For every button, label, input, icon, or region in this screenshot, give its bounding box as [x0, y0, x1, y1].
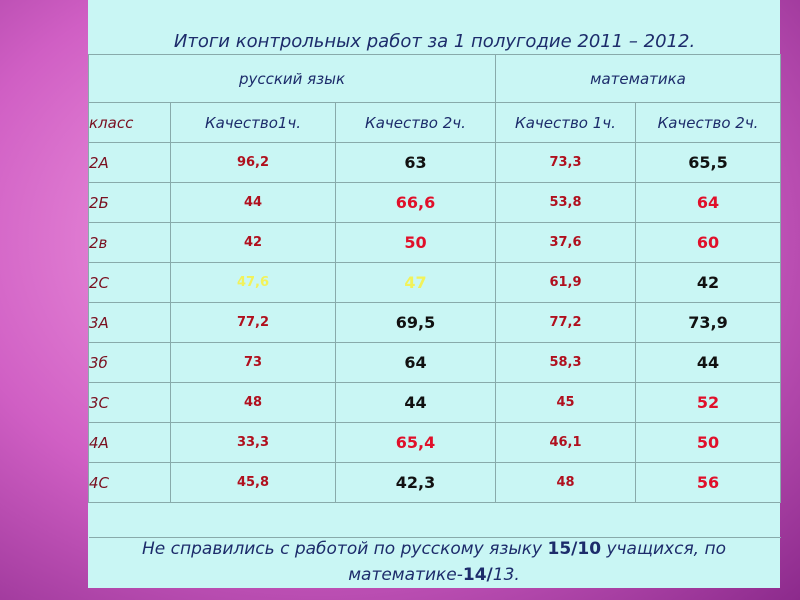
- table-row: 4А 33,3 65,4 46,1 50: [88, 422, 782, 463]
- value-cell: 53,8: [495, 182, 636, 223]
- value-cell: 48: [170, 382, 336, 423]
- column-header: Качество 1ч.: [495, 102, 636, 143]
- class-cell: 3А: [88, 302, 171, 343]
- value-cell: 37,6: [495, 222, 636, 263]
- footer-text: учащихся, по математике-: [348, 539, 726, 585]
- class-cell: 3б: [88, 342, 171, 383]
- value-cell: 46,1: [495, 422, 636, 463]
- table-row: 3б 73 64 58,3 44: [88, 342, 782, 383]
- footer-text: Не справились с работой по русскому язык…: [142, 539, 548, 559]
- value-cell: 73,9: [634, 302, 782, 343]
- class-cell: 3С: [88, 382, 171, 423]
- class-cell: 4А: [88, 422, 171, 463]
- value-cell: 42,3: [335, 462, 496, 503]
- value-cell: 61,9: [495, 262, 636, 303]
- table-panel: Итоги контрольных работ за 1 полугодие 2…: [88, 0, 782, 588]
- footer-number: 15/10: [547, 539, 602, 559]
- group-header: русский язык: [88, 54, 496, 103]
- value-cell: 77,2: [170, 302, 336, 343]
- table-row: 2А 96,2 63 73,3 65,5: [88, 142, 782, 183]
- table-row: 3А 77,2 69,5 77,2 73,9: [88, 302, 782, 343]
- group-header: математика: [494, 54, 782, 103]
- column-header: Качество1ч.: [170, 102, 336, 143]
- class-cell: 4С: [88, 462, 171, 503]
- value-cell: 42: [634, 262, 782, 303]
- value-cell: 47: [335, 262, 496, 303]
- column-header: Качество 2ч.: [335, 102, 496, 143]
- column-header: Качество 2ч.: [634, 102, 782, 143]
- results-table: Итоги контрольных работ за 1 полугодие 2…: [88, 0, 782, 538]
- value-cell: 66,6: [335, 182, 496, 223]
- table-row: 4С 45,8 42,3 48 56: [88, 462, 782, 503]
- value-cell: 44: [634, 342, 782, 383]
- value-cell: 63: [335, 142, 496, 183]
- value-cell: 73,3: [495, 142, 636, 183]
- footer-text: 13.: [492, 565, 520, 585]
- class-cell: 2С: [88, 262, 171, 303]
- value-cell: 77,2: [495, 302, 636, 343]
- value-cell: 48: [495, 462, 636, 503]
- empty-cell: [88, 502, 781, 538]
- value-cell: 65,5: [634, 142, 782, 183]
- value-cell: 50: [634, 422, 782, 463]
- value-cell: 64: [634, 182, 782, 223]
- footer-note: Не справились с работой по русскому язык…: [88, 536, 780, 588]
- table-row: 2в 42 50 37,6 60: [88, 222, 782, 263]
- value-cell: 60: [634, 222, 782, 263]
- value-cell: 50: [335, 222, 496, 263]
- value-cell: 73: [170, 342, 336, 383]
- footer-number: 14/: [462, 565, 493, 585]
- class-cell: 2А: [88, 142, 171, 183]
- value-cell: 96,2: [170, 142, 336, 183]
- table-row: 2С 47,6 47 61,9 42: [88, 262, 782, 303]
- value-cell: 42: [170, 222, 336, 263]
- class-cell: 2Б: [88, 182, 171, 223]
- value-cell: 33,3: [170, 422, 336, 463]
- title: Итоги контрольных работ за 1 полугодие 2…: [88, 0, 781, 55]
- table-row: 2Б 44 66,6 53,8 64: [88, 182, 782, 223]
- column-header: класс: [88, 102, 171, 143]
- value-cell: 45: [495, 382, 636, 423]
- value-cell: 56: [634, 462, 782, 503]
- value-cell: 58,3: [495, 342, 636, 383]
- value-cell: 45,8: [170, 462, 336, 503]
- value-cell: 69,5: [335, 302, 496, 343]
- value-cell: 44: [170, 182, 336, 223]
- value-cell: 65,4: [335, 422, 496, 463]
- value-cell: 47,6: [170, 262, 336, 303]
- class-cell: 2в: [88, 222, 171, 263]
- empty-row: [88, 502, 781, 538]
- value-cell: 52: [634, 382, 782, 423]
- value-cell: 64: [335, 342, 496, 383]
- value-cell: 44: [335, 382, 496, 423]
- table-row: 3С 48 44 45 52: [88, 382, 782, 423]
